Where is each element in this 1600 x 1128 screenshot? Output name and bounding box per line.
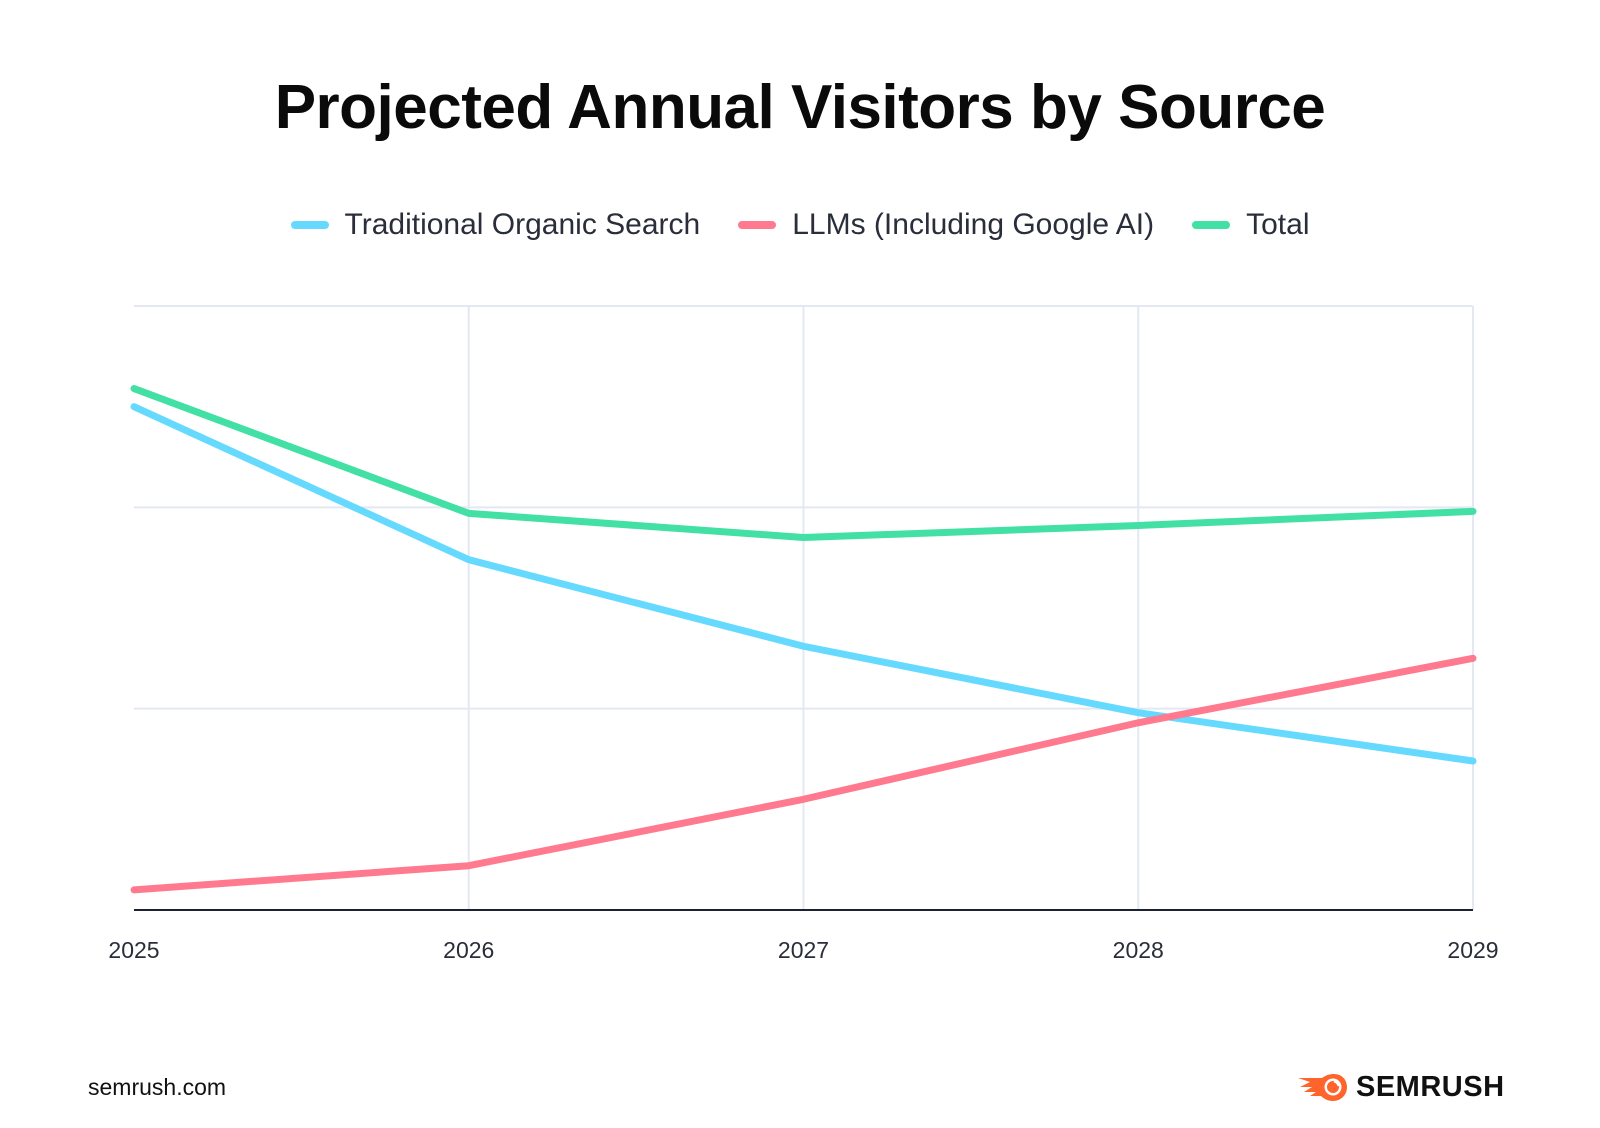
semrush-logo: SEMRUSH [1296, 1070, 1505, 1104]
legend-item-organic: Traditional Organic Search [290, 208, 701, 242]
brand-name: SEMRUSH [1356, 1070, 1505, 1103]
semrush-flame-icon [1298, 1074, 1347, 1101]
legend-label-total: Total [1246, 208, 1310, 241]
legend-label-organic: Traditional Organic Search [344, 208, 701, 241]
x-tick-label: 2029 [1447, 937, 1498, 963]
legend-item-llms: LLMs (Including Google AI) [738, 208, 1154, 242]
x-tick-label: 2027 [778, 937, 829, 963]
x-tick-label: 2026 [443, 937, 494, 963]
legend-swatch-organic [290, 221, 329, 229]
source-label: semrush.com [88, 1074, 227, 1100]
x-tick-label: 2025 [108, 937, 159, 963]
legend-swatch-llms [738, 221, 777, 229]
legend-label-llms: LLMs (Including Google AI) [792, 208, 1155, 241]
legend-swatch-total [1192, 221, 1231, 229]
legend: Traditional Organic Search LLMs (Includi… [0, 208, 1600, 242]
chart-title: Projected Annual Visitors by Source [274, 73, 1326, 142]
legend-item-total: Total [1192, 208, 1309, 242]
x-tick-label: 2028 [1113, 937, 1164, 963]
